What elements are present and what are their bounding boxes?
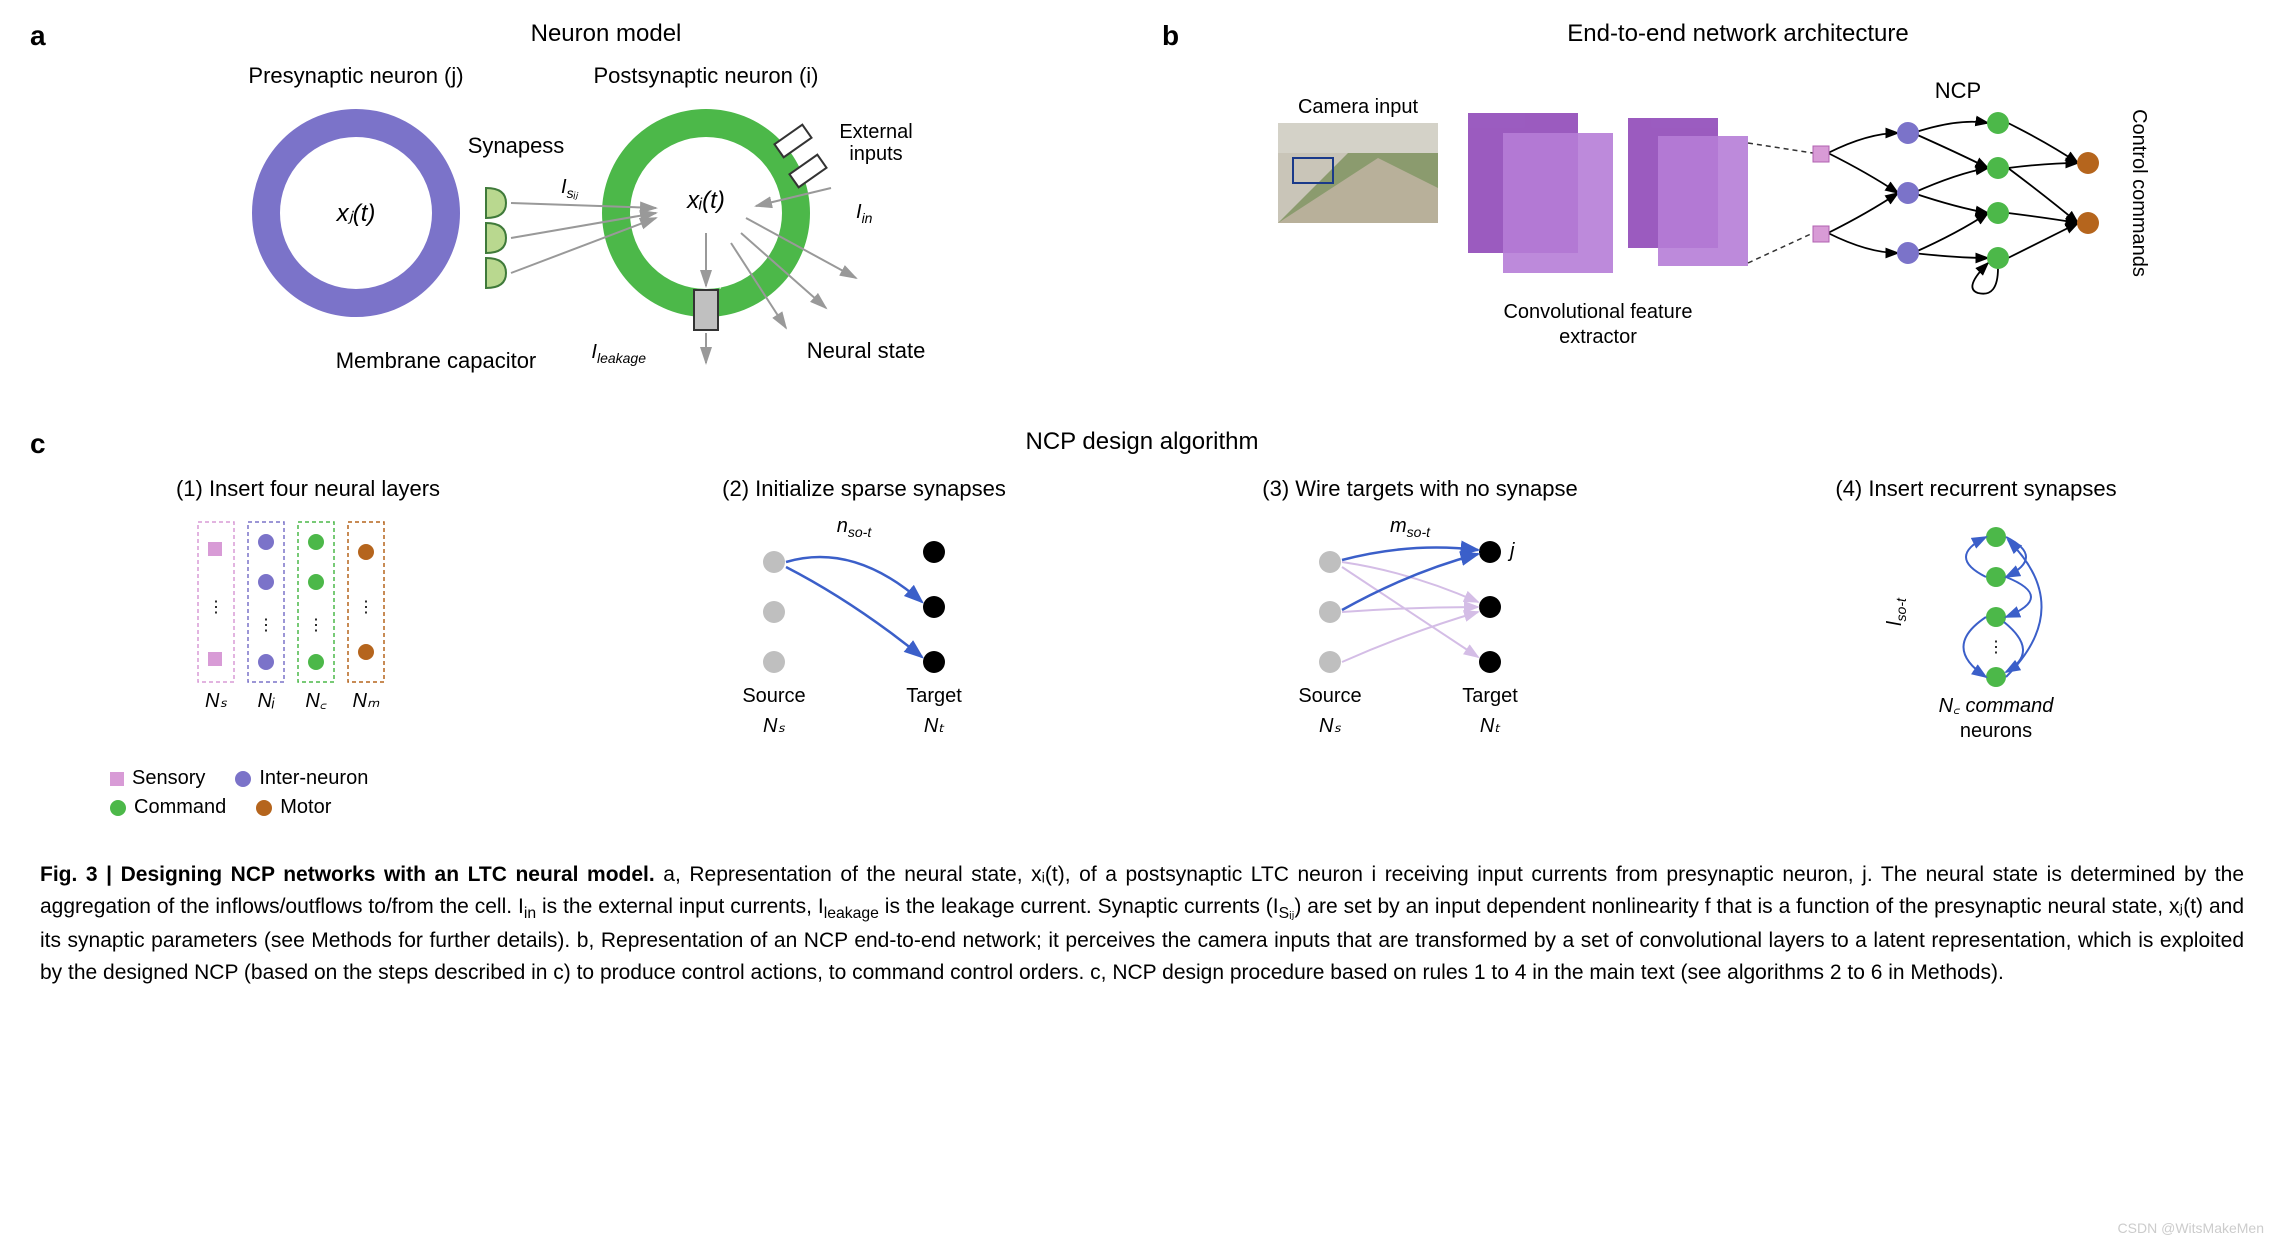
panel-c-title: NCP design algorithm — [30, 428, 2254, 456]
legend-sensory-label: Sensory — [132, 767, 205, 790]
step3-svg: mso-t j — [1260, 512, 1580, 752]
step1: (1) Insert four neural layers ⋮ ⋮ — [30, 476, 586, 757]
step4-svg: lso-t ⋮ N꜀ command neurons — [1846, 512, 2106, 752]
legend-sensory: Sensory — [110, 767, 205, 790]
iin-label: Iin — [856, 201, 873, 226]
svg-text:Target: Target — [1462, 685, 1518, 707]
panel-c-label: c — [30, 428, 46, 460]
capacitor-box — [694, 290, 718, 330]
legend-motor: Motor — [256, 796, 331, 819]
membrane-capacitor-label: Membrane capacitor — [336, 348, 537, 373]
n-sot: nso-t — [837, 515, 873, 540]
svg-text:Nₜ: Nₜ — [1480, 715, 1501, 737]
svg-text:Nₛ: Nₛ — [205, 690, 227, 712]
step1-svg: ⋮ ⋮ ⋮ ⋮ Nₛ Nᵢ — [168, 512, 448, 732]
svg-text:⋮: ⋮ — [1988, 639, 2004, 656]
step2-title: (2) Initialize sparse synapses — [586, 476, 1142, 502]
caption-t1: is the external input currents, I — [536, 895, 824, 918]
ileakage-label: Ileakage — [591, 341, 646, 366]
legend-command: Command — [110, 796, 226, 819]
external-inputs-label: External — [839, 121, 912, 143]
panel-a-label: a — [30, 20, 46, 52]
step3-title: (3) Wire targets with no synapse — [1142, 476, 1698, 502]
legend-inter: Inter-neuron — [235, 767, 368, 790]
panel-c: c NCP design algorithm (1) Insert four n… — [30, 428, 2254, 819]
xi-text: xᵢ(t) — [686, 187, 725, 214]
panel-b-label: b — [1162, 20, 1179, 52]
conv-label-2: extractor — [1559, 326, 1637, 348]
svg-text:⋮: ⋮ — [358, 599, 374, 616]
dash-2 — [1748, 233, 1813, 263]
camera-input-label: Camera input — [1298, 96, 1419, 118]
legend-inter-label: Inter-neuron — [259, 767, 368, 790]
caption-t2: is the leakage current. Synaptic current… — [879, 895, 1279, 918]
presynaptic-label: Presynaptic neuron (j) — [248, 63, 463, 88]
svg-text:Nₜ: Nₜ — [924, 715, 945, 737]
xj-text: xⱼ(t) — [336, 200, 376, 227]
svg-text:⋮: ⋮ — [258, 617, 274, 634]
isij-label: Isᵢⱼ — [561, 176, 579, 201]
step1-title: (1) Insert four neural layers — [30, 476, 586, 502]
caption-fig-label: Fig. 3 | Designing NCP networks with an … — [40, 863, 655, 886]
synapses-group — [486, 188, 506, 288]
caption-sub-in: in — [524, 905, 536, 922]
panel-b-svg: Camera input Convolutional feature extr — [1258, 58, 2158, 378]
svg-text:j: j — [1507, 540, 1515, 562]
caption-sub-sij: Sᵢⱼ — [1279, 905, 1295, 922]
step2-svg: nso-t Source Target Nₛ Nₜ — [704, 512, 1024, 752]
panel-a-title: Neuron model — [90, 20, 1122, 48]
step4-cap2: neurons — [1960, 720, 2032, 742]
conv-extractor — [1468, 113, 1748, 273]
panel-b-title: End-to-end network architecture — [1222, 20, 2254, 48]
step4-title: (4) Insert recurrent synapses — [1698, 476, 2254, 502]
ncp-label: NCP — [1935, 78, 1981, 103]
svg-text:Nₛ: Nₛ — [763, 715, 785, 737]
control-commands-label: Control commands — [2128, 109, 2150, 277]
panel-b: b End-to-end network architecture Camera… — [1162, 20, 2254, 398]
conv-label-1: Convolutional feature — [1503, 301, 1692, 323]
step4-cap1: N꜀ command — [1939, 695, 2055, 717]
l-sot: lso-t — [1884, 597, 1909, 626]
dash-1 — [1748, 143, 1813, 153]
svg-text:N꜀: N꜀ — [305, 690, 326, 712]
legend-command-label: Command — [134, 796, 226, 819]
panels-top-row: a Neuron model Presynaptic neuron (j) Po… — [30, 20, 2254, 398]
step4: (4) Insert recurrent synapses lso-t ⋮ — [1698, 476, 2254, 757]
neural-state-label: Neural state — [807, 338, 926, 363]
svg-text:Nₘ: Nₘ — [353, 690, 380, 712]
svg-text:Nₛ: Nₛ — [1319, 715, 1341, 737]
figure-caption: Fig. 3 | Designing NCP networks with an … — [30, 859, 2254, 988]
step2: (2) Initialize sparse synapses nso-t — [586, 476, 1142, 757]
figure-container: a Neuron model Presynaptic neuron (j) Po… — [30, 20, 2254, 988]
caption-sub-leak: leakage — [824, 905, 879, 922]
svg-text:Nᵢ: Nᵢ — [258, 690, 275, 712]
legend: Sensory Inter-neuron Command Motor — [70, 767, 2254, 819]
ncp-graph — [1813, 112, 2099, 294]
postsynaptic-label: Postsynaptic neuron (i) — [594, 63, 819, 88]
watermark: CSDN @WitsMakeMen — [2118, 1220, 2264, 1236]
panel-a: a Neuron model Presynaptic neuron (j) Po… — [30, 20, 1122, 398]
syn-arrow-1 — [511, 203, 656, 208]
svg-text:Target: Target — [906, 685, 962, 707]
svg-text:Source: Source — [742, 685, 805, 707]
svg-text:⋮: ⋮ — [208, 599, 224, 616]
camera-image — [1278, 123, 1438, 223]
svg-text:Source: Source — [1298, 685, 1361, 707]
panel-c-row: (1) Insert four neural layers ⋮ ⋮ — [30, 476, 2254, 757]
m-sot: mso-t — [1390, 515, 1431, 540]
svg-text:⋮: ⋮ — [308, 617, 324, 634]
legend-motor-label: Motor — [280, 796, 331, 819]
external-inputs-label2: inputs — [849, 143, 902, 165]
cmi-label: Cmᵢ — [696, 267, 722, 291]
synapses-label: Synapess — [468, 133, 565, 158]
step3: (3) Wire targets with no synapse mso-t — [1142, 476, 1698, 757]
panel-a-svg: Presynaptic neuron (j) Postsynaptic neur… — [216, 58, 936, 398]
